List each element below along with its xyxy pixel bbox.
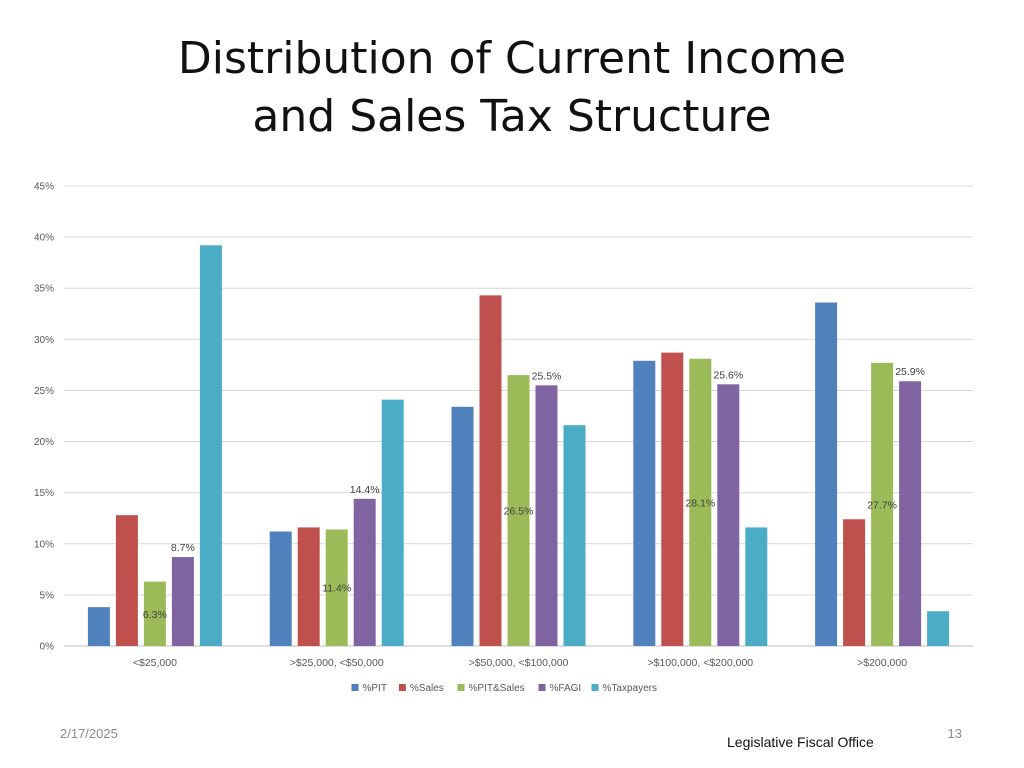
y-tick-label: 20%: [34, 437, 54, 448]
data-label: 8.7%: [171, 542, 195, 554]
legend-swatch: [457, 684, 465, 691]
slide-page-number: 13: [947, 726, 962, 741]
legend-item: %PIT&Sales: [469, 683, 525, 694]
y-tick-label: 10%: [34, 539, 54, 550]
legend-swatch: [398, 684, 406, 691]
data-label: 27.7%: [867, 499, 897, 511]
y-axis-tick-labels: 0% 5% 10% 15% 20% 25% 30% 35% 40% 45%: [34, 182, 54, 653]
bar: [479, 295, 502, 646]
bar: [745, 527, 768, 646]
bar: [143, 581, 166, 646]
bar: [199, 245, 222, 647]
slide-title-line-2: and Sales Tax Structure: [252, 91, 772, 142]
bar: [927, 611, 950, 646]
y-tick-label: 30%: [34, 335, 54, 346]
bar: [507, 375, 530, 646]
bar: [297, 527, 320, 646]
bar: [535, 385, 558, 646]
legend-swatch: [591, 684, 599, 691]
bar: [717, 384, 740, 646]
data-label: 6.3%: [143, 609, 167, 621]
footer-organization: Legislative Fiscal Office: [727, 734, 874, 750]
y-tick-label: 15%: [34, 488, 54, 499]
legend-item: %PIT: [363, 683, 387, 694]
legend-item: %Taxpayers: [603, 683, 657, 694]
x-tick-label: <$25,000: [133, 657, 177, 669]
x-tick-label: >$50,000, <$100,000: [469, 657, 569, 669]
bar: [115, 515, 138, 646]
legend: %PIT %Sales %PIT&Sales %FAGI %Taxpayers: [351, 683, 657, 694]
data-label: 25.6%: [713, 369, 743, 381]
bar: [87, 607, 110, 646]
x-tick-label: >$25,000, <$50,000: [290, 657, 384, 669]
bar: [325, 529, 348, 646]
y-tick-label: 25%: [34, 386, 54, 397]
data-label: 28.1%: [685, 497, 715, 509]
legend-swatch: [538, 684, 546, 691]
legend-swatch: [351, 684, 359, 691]
y-tick-label: 5%: [40, 590, 55, 601]
x-tick-label: >$200,000: [857, 657, 907, 669]
slide-title-line-1: Distribution of Current Income: [177, 33, 847, 84]
y-tick-label: 0%: [40, 642, 55, 653]
y-tick-label: 35%: [34, 284, 54, 295]
bar: [899, 381, 922, 646]
bar: [563, 425, 586, 646]
bar: [633, 360, 656, 646]
data-label: 25.5%: [532, 370, 562, 382]
y-tick-label: 40%: [34, 233, 54, 244]
bar: [689, 358, 712, 646]
data-label: 25.9%: [895, 366, 925, 378]
bar: [871, 362, 894, 646]
data-label: 26.5%: [504, 506, 534, 518]
bar: [269, 531, 292, 646]
legend-item: %Sales: [410, 683, 444, 694]
data-label: 11.4%: [322, 583, 351, 595]
data-labels: 6.3% 8.7% 11.4% 14.4% 26.5% 25.5% 28.1% 25.6% 27…: [143, 366, 925, 621]
slide-title: Distribution of Current Income and Sales…: [0, 30, 1024, 146]
bar: [661, 352, 684, 646]
data-label: 14.4%: [350, 484, 380, 496]
legend-item: %FAGI: [550, 683, 582, 694]
bar: [353, 498, 376, 646]
slide-date: 2/17/2025: [60, 726, 118, 741]
bar: [815, 302, 838, 646]
bars: [87, 245, 950, 647]
x-axis-tick-labels: <$25,000 >$25,000, <$50,000 >$50,000, <$10…: [133, 657, 907, 669]
bar: [451, 406, 474, 646]
bar: [381, 399, 404, 646]
x-tick-label: >$100,000, <$200,000: [647, 657, 753, 669]
bar: [843, 519, 866, 646]
y-tick-label: 45%: [34, 182, 54, 193]
bar: [171, 557, 194, 646]
